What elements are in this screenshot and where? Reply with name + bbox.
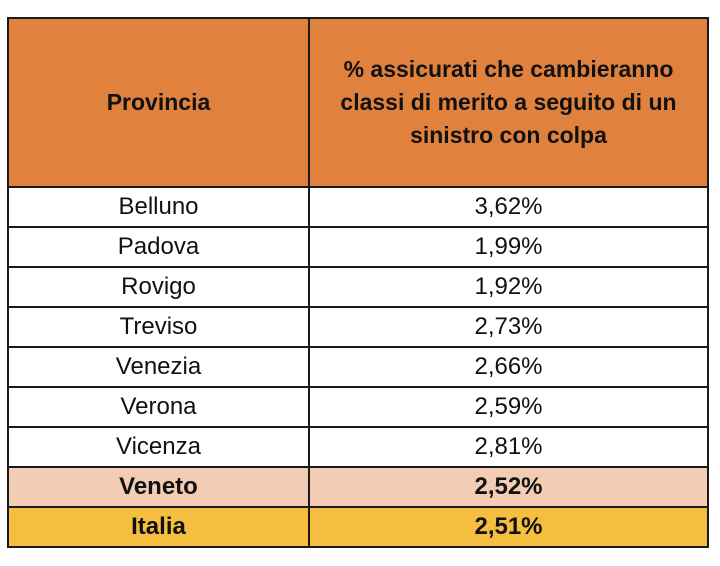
provinces-table: Provincia % assicurati che cambieranno c…	[7, 17, 709, 548]
header-row: Provincia % assicurati che cambieranno c…	[7, 17, 709, 188]
cell-provincia: Belluno	[7, 186, 310, 228]
cell-percentuale: 2,66%	[308, 346, 709, 388]
cell-percentuale: 3,62%	[308, 186, 709, 228]
table-row: Padova 1,99%	[7, 226, 709, 268]
cell-provincia: Venezia	[7, 346, 310, 388]
cell-provincia: Treviso	[7, 306, 310, 348]
cell-percentuale: 2,73%	[308, 306, 709, 348]
cell-provincia: Vicenza	[7, 426, 310, 468]
cell-percentuale: 2,59%	[308, 386, 709, 428]
cell-percentuale: 1,99%	[308, 226, 709, 268]
national-total-row: Italia 2,51%	[7, 506, 709, 548]
cell-region-percentuale: 2,52%	[308, 466, 709, 508]
table-row: Vicenza 2,81%	[7, 426, 709, 468]
table-row: Verona 2,59%	[7, 386, 709, 428]
cell-provincia: Padova	[7, 226, 310, 268]
region-total-row: Veneto 2,52%	[7, 466, 709, 508]
cell-region-name: Veneto	[7, 466, 310, 508]
table-row: Venezia 2,66%	[7, 346, 709, 388]
header-percentuale: % assicurati che cambieranno classi di m…	[308, 17, 709, 188]
cell-national-percentuale: 2,51%	[308, 506, 709, 548]
cell-provincia: Verona	[7, 386, 310, 428]
header-provincia: Provincia	[7, 17, 310, 188]
cell-percentuale: 2,81%	[308, 426, 709, 468]
table-row: Belluno 3,62%	[7, 186, 709, 228]
table-row: Treviso 2,73%	[7, 306, 709, 348]
cell-percentuale: 1,92%	[308, 266, 709, 308]
table-row: Rovigo 1,92%	[7, 266, 709, 308]
cell-provincia: Rovigo	[7, 266, 310, 308]
cell-national-name: Italia	[7, 506, 310, 548]
